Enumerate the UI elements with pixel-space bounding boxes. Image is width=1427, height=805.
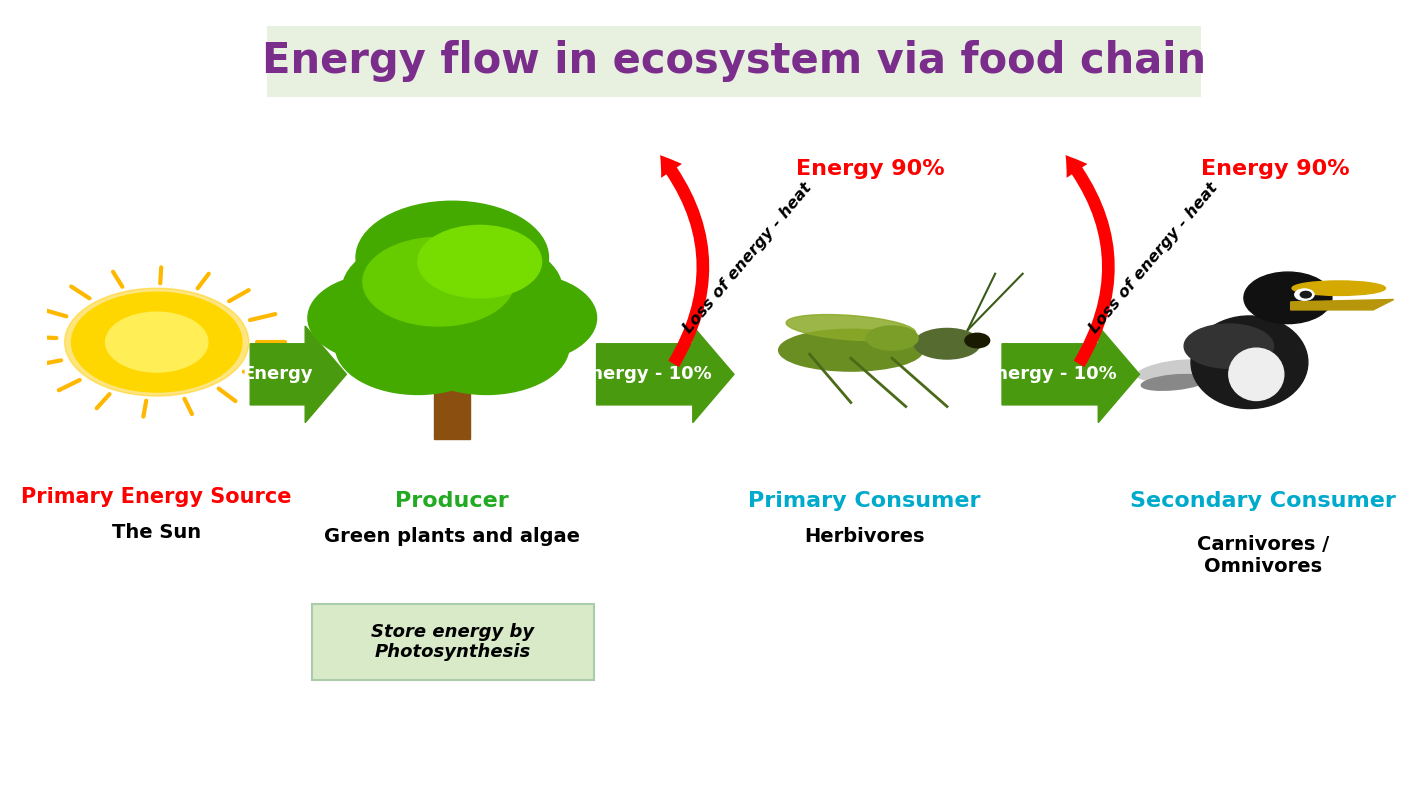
- Text: Store energy by
Photosynthesis: Store energy by Photosynthesis: [371, 622, 535, 662]
- Polygon shape: [250, 326, 347, 423]
- Circle shape: [1294, 289, 1314, 300]
- Text: Energy: Energy: [243, 365, 313, 383]
- Circle shape: [384, 237, 562, 342]
- Ellipse shape: [1192, 316, 1309, 408]
- Circle shape: [308, 274, 459, 362]
- FancyBboxPatch shape: [267, 26, 1202, 97]
- Ellipse shape: [1137, 360, 1210, 381]
- Text: Energy 90%: Energy 90%: [796, 159, 945, 179]
- Ellipse shape: [786, 315, 916, 341]
- Circle shape: [1244, 272, 1331, 324]
- Text: Secondary Consumer: Secondary Consumer: [1130, 491, 1396, 511]
- FancyBboxPatch shape: [313, 604, 594, 680]
- Text: Herbivores: Herbivores: [805, 527, 925, 547]
- Circle shape: [404, 298, 569, 394]
- Ellipse shape: [1184, 324, 1273, 368]
- Circle shape: [418, 225, 542, 298]
- Polygon shape: [1002, 326, 1140, 423]
- FancyArrowPatch shape: [1066, 155, 1114, 367]
- Circle shape: [106, 312, 208, 372]
- Circle shape: [362, 237, 514, 326]
- Text: Carnivores /
Omnivores: Carnivores / Omnivores: [1197, 535, 1330, 576]
- Circle shape: [64, 288, 248, 396]
- Text: Loss of energy - heat: Loss of energy - heat: [1086, 180, 1220, 336]
- Circle shape: [965, 333, 990, 348]
- Circle shape: [355, 201, 548, 314]
- Text: The Sun: The Sun: [113, 523, 201, 543]
- Circle shape: [71, 292, 243, 392]
- Text: Loss of energy - heat: Loss of energy - heat: [681, 180, 815, 336]
- Text: Energy - 10%: Energy - 10%: [983, 365, 1117, 383]
- Polygon shape: [1290, 299, 1394, 310]
- Text: Energy 90%: Energy 90%: [1202, 159, 1350, 179]
- Ellipse shape: [866, 326, 918, 350]
- Circle shape: [350, 246, 555, 366]
- Ellipse shape: [1291, 281, 1386, 295]
- Text: Green plants and algae: Green plants and algae: [324, 527, 581, 547]
- FancyArrowPatch shape: [661, 155, 709, 367]
- Polygon shape: [596, 326, 733, 423]
- Bar: [434, 370, 469, 439]
- Text: Primary Consumer: Primary Consumer: [748, 491, 980, 511]
- Circle shape: [335, 298, 501, 394]
- Circle shape: [1300, 291, 1311, 298]
- Circle shape: [445, 274, 596, 362]
- Text: Primary Energy Source: Primary Energy Source: [21, 487, 293, 507]
- Ellipse shape: [1229, 348, 1284, 401]
- Ellipse shape: [779, 329, 923, 371]
- Ellipse shape: [1142, 374, 1206, 390]
- Ellipse shape: [915, 328, 980, 359]
- Text: Producer: Producer: [395, 491, 509, 511]
- Text: Energy - 10%: Energy - 10%: [578, 365, 712, 383]
- Circle shape: [342, 237, 521, 342]
- Text: Energy flow in ecosystem via food chain: Energy flow in ecosystem via food chain: [263, 40, 1206, 82]
